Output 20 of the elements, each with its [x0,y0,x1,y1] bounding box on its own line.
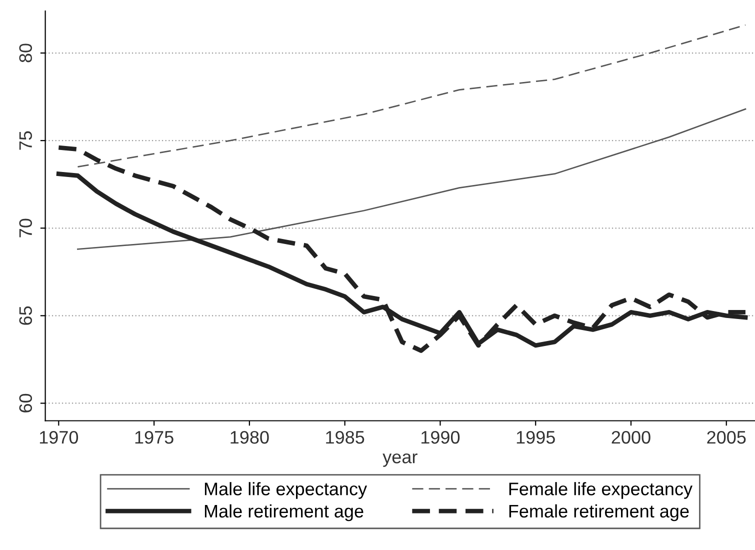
line-series [77,24,746,168]
y-tick-label: 70 [19,218,32,238]
legend-label: Female retirement age [509,504,689,522]
x-tick-label: 1970 [40,430,78,444]
x-tick-label: 1990 [422,430,460,444]
y-tick-label: 80 [19,44,32,62]
legend-label: Female life expectancy [509,482,692,499]
y-tick-label: 65 [19,306,32,325]
x-tick-label: 1985 [326,430,364,444]
legend-label: Male life expectancy [204,482,368,499]
line-series [77,108,746,250]
x-axis-title: year [382,453,418,467]
y-tick-label: 75 [19,131,32,150]
x-tick-label: 2000 [612,430,650,444]
legend-label: Male retirement age [204,504,364,522]
x-tick-label: 1975 [135,430,174,444]
x-tick-label: 2005 [707,430,746,444]
x-tick-label: 1995 [516,430,555,444]
y-tick-label: 60 [19,394,32,412]
x-tick-label: 1980 [230,430,269,444]
